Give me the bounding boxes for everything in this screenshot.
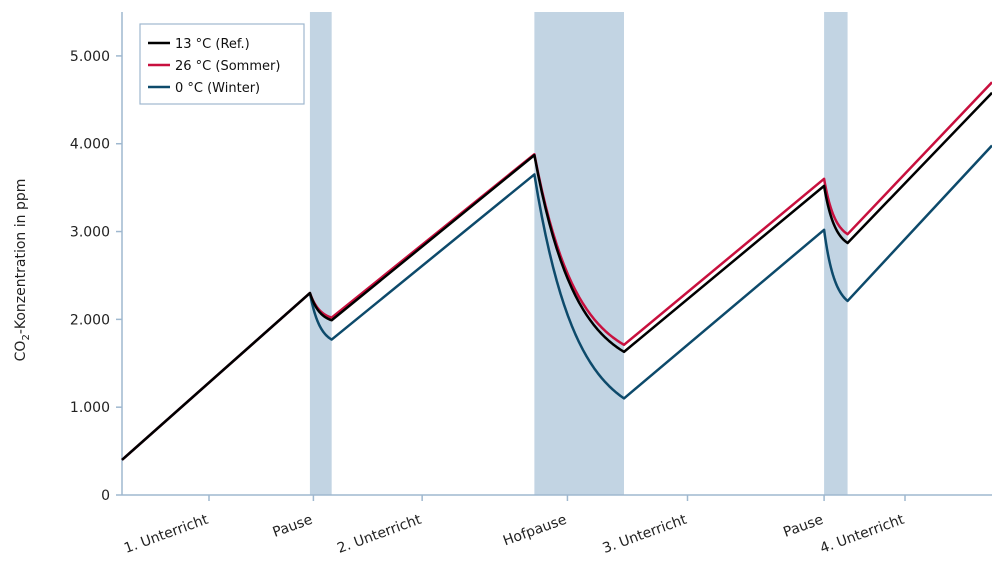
series-line-summer: [121, 81, 992, 461]
x-category-label: Hofpause: [501, 512, 569, 550]
y-tick-label: 0: [101, 488, 110, 504]
y-axis-title-sub: 2: [21, 334, 32, 340]
y-axis-title: CO2-Konzentration in ppm: [13, 179, 32, 362]
y-axis-title-main: CO: [13, 341, 29, 362]
x-ticks: 1. Unterricht Pause 2. Unterricht Hofpause 3…: [122, 495, 907, 557]
x-category-label: 2. Unterricht: [335, 512, 424, 557]
y-axis-title-rest: -Konzentration in ppm: [13, 179, 29, 335]
pause-band-3: [824, 12, 848, 495]
y-ticks: 0 1.000 2.000 3.000 4.000 5.000: [70, 49, 122, 504]
y-tick-label: 1.000: [70, 400, 110, 416]
legend-label-summer: 26 °C (Sommer): [175, 59, 280, 74]
pause-bands: [309, 12, 848, 495]
y-tick-label: 3.000: [70, 225, 110, 241]
y-tick-label: 2.000: [70, 312, 110, 328]
pause-band-2: [534, 12, 624, 495]
axes: [121, 12, 992, 496]
x-category-label: Pause: [271, 512, 315, 541]
legend-label-ref: 13 °C (Ref.): [175, 37, 250, 52]
legend-label-winter: 0 °C (Winter): [175, 81, 260, 96]
pause-band-1: [309, 12, 332, 495]
series-lines: [121, 81, 992, 461]
x-category-label: 3. Unterricht: [600, 512, 689, 557]
y-tick-label: 5.000: [70, 49, 110, 65]
series-line-ref: [121, 91, 992, 461]
y-tick-label: 4.000: [70, 137, 110, 153]
x-category-label: 4. Unterricht: [818, 512, 907, 557]
x-category-label: 1. Unterricht: [122, 512, 211, 557]
x-category-label: Pause: [781, 512, 825, 541]
legend: 13 °C (Ref.) 26 °C (Sommer) 0 °C (Winter…: [139, 23, 305, 105]
series-line-winter: [121, 144, 992, 461]
